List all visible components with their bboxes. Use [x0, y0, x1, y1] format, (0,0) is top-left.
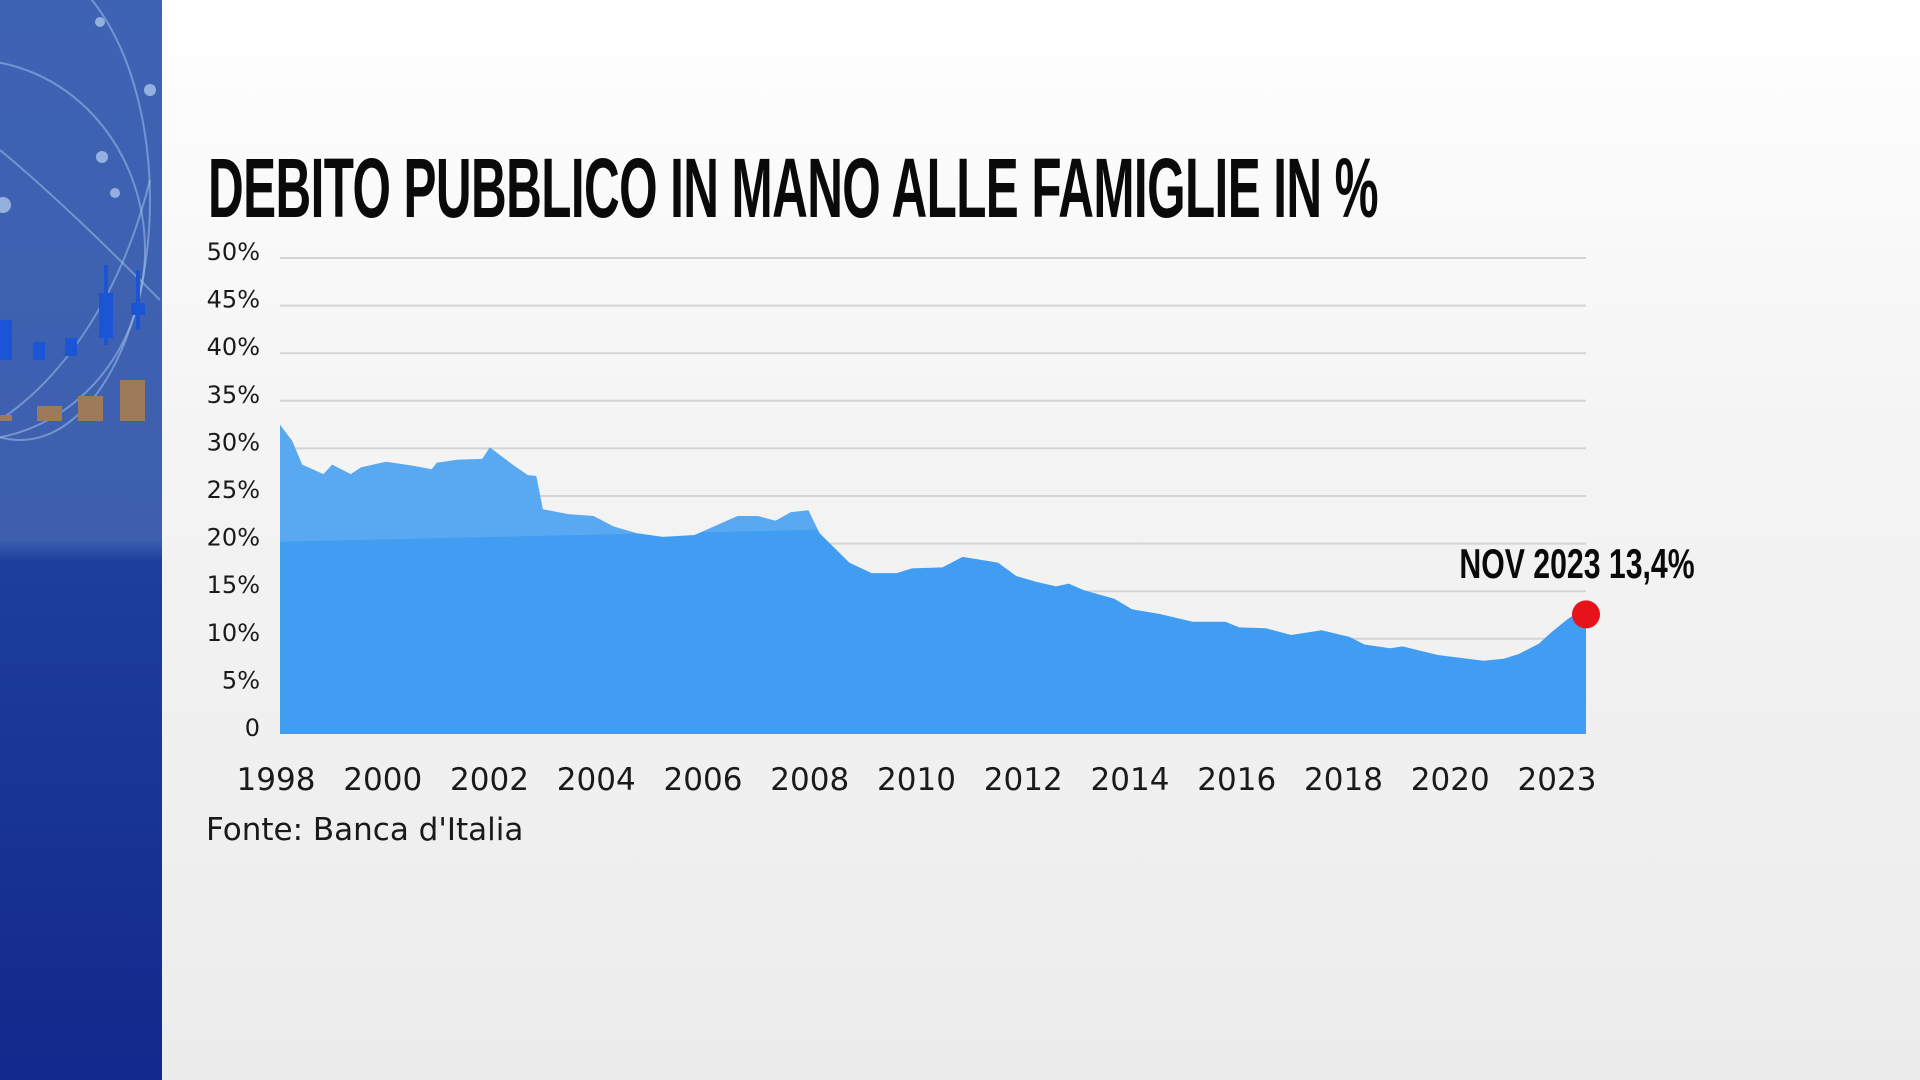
source-note: Fonte: Banca d'Italia: [206, 812, 524, 848]
y-tick-label: 40%: [207, 333, 260, 361]
decorative-side-panel: [0, 0, 162, 1080]
x-tick-label: 2018: [1304, 762, 1383, 798]
x-tick-label: 2010: [877, 762, 956, 798]
x-tick-label: 2004: [557, 762, 636, 798]
latest-value-marker: [1572, 600, 1600, 629]
y-tick-label: 5%: [222, 666, 260, 694]
x-tick-label: 2016: [1197, 762, 1276, 798]
area-series: [280, 424, 1586, 734]
x-tick-label: 2014: [1091, 762, 1170, 798]
candlestick-decoration: [0, 265, 145, 421]
y-tick-label: 25%: [207, 476, 260, 504]
y-tick-label: 0: [245, 714, 260, 742]
x-tick-label: 2008: [770, 762, 849, 798]
x-tick-label: 2000: [343, 762, 422, 798]
x-tick-label: 2023: [1518, 762, 1597, 798]
y-axis: 0 5% 10% 15% 20% 25% 30% 35% 40% 45% 50%: [207, 238, 260, 742]
network-globe-icon: [0, 0, 161, 441]
x-tick-label: 1998: [237, 762, 316, 798]
x-tick-label: 2012: [984, 762, 1063, 798]
y-tick-label: 15%: [207, 571, 260, 599]
y-tick-label: 45%: [207, 286, 260, 314]
x-axis: 1998 2000 2002 2004 2006 2008 2010 2012 2014 2016…: [237, 762, 1597, 798]
y-tick-label: 30%: [207, 428, 260, 456]
y-tick-label: 20%: [207, 524, 260, 552]
y-tick-label: 35%: [207, 381, 260, 409]
y-tick-label: 50%: [207, 238, 260, 266]
chart-title: DEBITO PUBBLICO IN MANO ALLE FAMIGLIE IN…: [208, 141, 1379, 235]
x-tick-label: 2020: [1411, 762, 1490, 798]
x-tick-label: 2002: [450, 762, 529, 798]
y-tick-label: 10%: [207, 619, 260, 647]
latest-value-annotation: NOV 2023 13,4%: [1459, 540, 1694, 587]
x-tick-label: 2006: [664, 762, 743, 798]
